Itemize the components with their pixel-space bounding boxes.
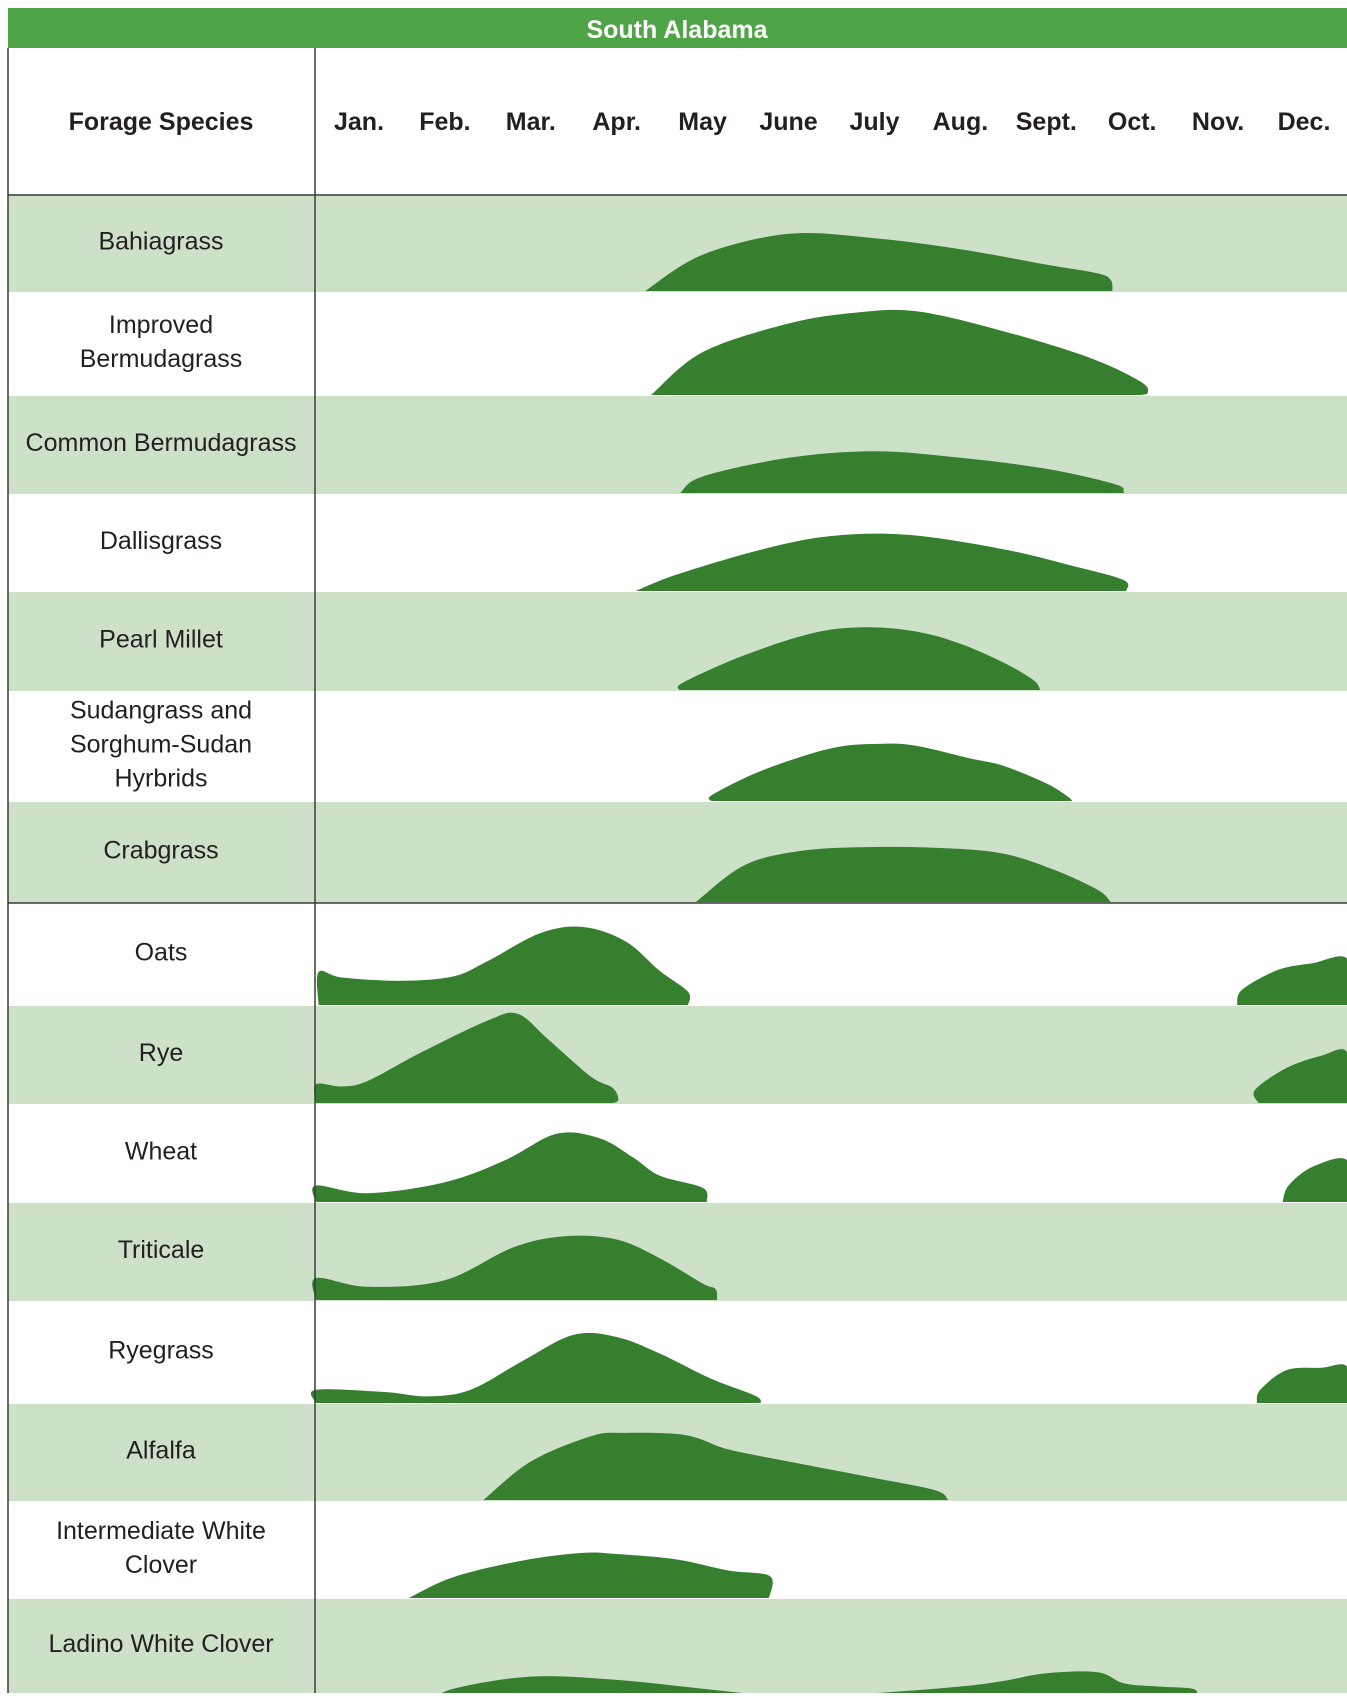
production-curve [433,1671,1217,1698]
production-curve [1237,956,1347,1005]
month-header: Aug. [933,108,989,136]
month-header: Mar. [506,108,556,136]
month-header: June [759,108,817,136]
species-label: Crabgrass [103,837,218,865]
month-header: May [678,108,727,136]
month-header: Feb. [419,108,470,136]
chart-title: South Alabama [586,16,768,44]
month-header: Jan. [334,108,384,136]
production-curve [312,1132,708,1203]
production-curve [680,451,1125,493]
species-label: Dallisgrass [100,527,222,555]
production-curve [1282,1158,1347,1202]
production-curve [483,1432,949,1501]
production-curve [408,1552,773,1599]
row-band [8,802,1347,903]
species-column-header: Forage Species [69,108,254,136]
month-header: Apr. [592,108,641,136]
month-header: Oct. [1108,108,1157,136]
row-band [8,592,1347,691]
species-label: Wheat [125,1138,197,1166]
month-header: Sept. [1016,108,1077,136]
species-label: Ryegrass [108,1337,214,1365]
row-band [8,396,1347,494]
production-curve [310,1332,762,1403]
production-curves [310,232,1347,1698]
production-curve [316,926,691,1005]
header-row: Forage Species Jan. Feb. Mar. Apr. May June Ju… [69,108,1331,136]
production-curve [312,1235,718,1300]
species-label: Intermediate White Clover [56,1517,266,1579]
row-band [8,1006,1347,1104]
production-curve [695,846,1111,902]
species-label: Rye [139,1039,183,1067]
production-curve [651,309,1149,395]
species-label: Sudangrass and Sorghum-Sudan Hyrbrids [70,697,252,793]
production-curve [635,533,1129,591]
production-curve [1256,1364,1347,1403]
month-header: July [849,108,899,136]
table-rules [7,48,1347,1693]
month-header: Nov. [1192,108,1244,136]
species-label: Alfalfa [126,1437,196,1465]
species-labels: Bahiagrass Improved Bermudagrass Common Ber… [26,228,297,1659]
production-curve [645,232,1113,291]
species-label: Improved Bermudagrass [80,311,243,373]
species-label: Common Bermudagrass [26,429,297,457]
production-curve [677,627,1041,690]
species-label: Pearl Millet [99,626,223,654]
species-label: Oats [135,939,188,967]
month-header: Dec. [1278,108,1331,136]
production-curve [708,743,1073,801]
species-label: Triticale [118,1236,205,1264]
species-label: Ladino White Clover [48,1630,273,1658]
production-curve [1253,1049,1347,1103]
row-band [8,1599,1347,1693]
chart-title-banner [8,8,1347,48]
production-curve [314,1012,619,1103]
species-label: Bahiagrass [98,228,223,256]
